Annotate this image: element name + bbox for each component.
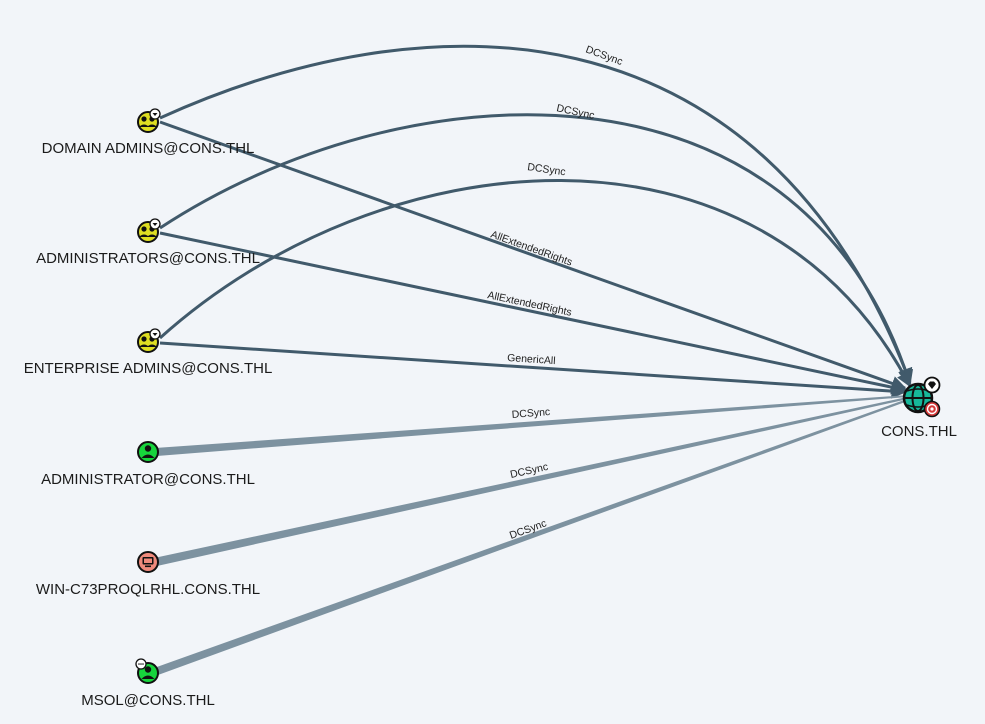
edge-label-domain-admins-dcsync: DCSync [584,44,624,68]
diamond-badge-icon [923,376,941,394]
edge-enterprise-admins-dcsync[interactable] [158,179,912,388]
target-badge-icon [923,400,941,418]
node-enterprise-admins[interactable] [137,328,161,353]
edge-msol-dcsync[interactable] [154,399,908,675]
edge-label-enterprise-admins-genericall: GenericAll [507,352,556,367]
node-administrator[interactable] [137,441,159,463]
user-icon [137,441,159,463]
node-label-enterprise-admins: ENTERPRISE ADMINS@CONS.THL [24,360,273,377]
owned-badge-icon [149,328,161,340]
chat-bubble-icon [135,658,147,670]
edge-domain-admins-dcsync[interactable] [159,44,913,384]
edge-administrators-allextendedrights[interactable] [159,231,907,395]
node-label-win-host: WIN-C73PROQLRHL.CONS.THL [36,581,260,598]
edge-administrator-dcsync[interactable] [155,395,908,456]
group-icon [137,331,159,353]
edge-win-host-dcsync[interactable] [154,397,908,566]
node-label-domain-admins: DOMAIN ADMINS@CONS.THL [42,140,255,157]
owned-badge-icon [149,108,161,120]
edge-domain-admins-allextendedrights[interactable] [159,120,907,391]
node-administrators[interactable] [137,218,161,243]
node-domain-admins[interactable] [137,108,161,133]
edge-enterprise-admins-genericall[interactable] [159,341,907,399]
node-msol[interactable] [135,658,159,684]
computer-icon [137,551,159,573]
edge-label-enterprise-admins-dcsync: DCSync [527,161,567,178]
node-win-host[interactable] [137,551,159,573]
node-cons-thl[interactable] [902,376,941,418]
edge-label-administrators-dcsync: DCSync [555,102,595,122]
node-label-administrator: ADMINISTRATOR@CONS.THL [41,471,255,488]
owned-badge-icon [149,218,161,230]
edge-administrators-dcsync[interactable] [159,113,914,386]
node-label-administrators: ADMINISTRATORS@CONS.THL [36,250,260,267]
node-label-cons-thl: CONS.THL [881,423,957,440]
node-label-msol: MSOL@CONS.THL [81,692,215,709]
edge-label-domain-admins-allextendedrights: AllExtendedRights [489,229,574,269]
edge-label-administrator-dcsync: DCSync [511,406,550,421]
